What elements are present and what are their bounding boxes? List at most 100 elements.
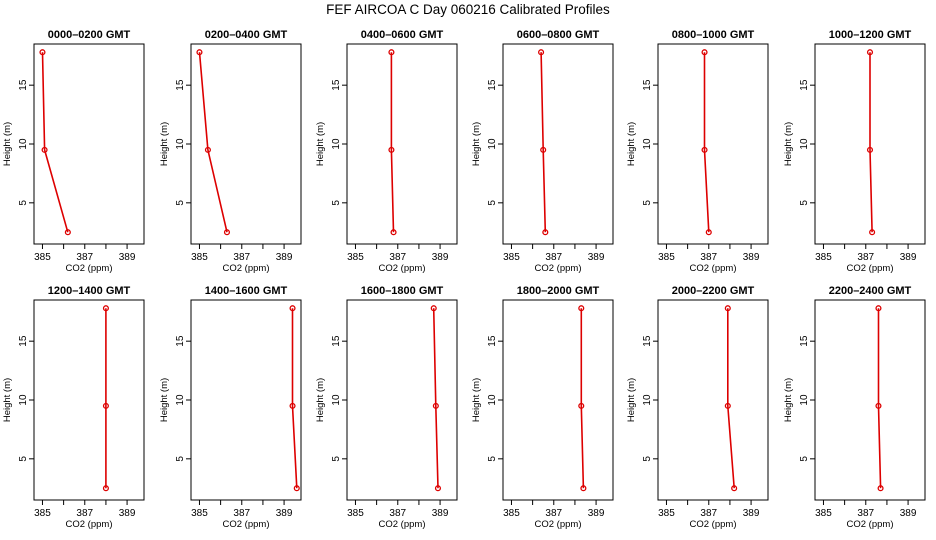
y-tick-label: 10 — [487, 138, 498, 150]
y-tick-label: 10 — [799, 138, 810, 150]
data-point — [877, 485, 884, 492]
data-point — [64, 229, 71, 236]
profile-line — [580, 308, 585, 489]
data-point — [542, 229, 549, 236]
plot-frame — [33, 43, 145, 245]
profile-line — [726, 308, 735, 489]
y-tick-label: 15 — [799, 335, 810, 347]
profile-line — [877, 308, 882, 489]
y-axis-label: Height (m) — [471, 122, 482, 166]
y-tick-label: 5 — [331, 456, 342, 462]
x-axis-label: CO2 (ppm) — [690, 263, 737, 274]
data-point — [875, 305, 882, 312]
x-axis-label: CO2 (ppm) — [535, 263, 582, 274]
y-tick-label: 5 — [799, 200, 810, 206]
y-axis-label: Height (m) — [159, 378, 170, 422]
panel-title: 2000–2200 GMT — [672, 285, 755, 297]
x-tick-label: 389 — [900, 508, 917, 519]
y-tick-label: 5 — [331, 200, 342, 206]
x-tick-label: 387 — [76, 508, 93, 519]
plot-frame — [346, 299, 458, 501]
x-tick-label: 387 — [700, 252, 717, 263]
x-tick-label: 385 — [34, 252, 51, 263]
y-tick-label: 5 — [175, 456, 186, 462]
x-tick-label: 389 — [276, 508, 293, 519]
x-tick-label: 387 — [233, 508, 250, 519]
y-axis-label: Height (m) — [626, 122, 637, 166]
figure-title: FEF AIRCOA C Day 060216 Calibrated Profi… — [326, 2, 610, 17]
y-tick-label: 5 — [642, 456, 653, 462]
x-tick-label: 387 — [700, 508, 717, 519]
data-point — [866, 49, 874, 56]
panel-title: 1800–2000 GMT — [517, 285, 600, 297]
data-point — [41, 146, 48, 153]
chart-panel-11: 2000–2200 GMT 385 387 389 5 10 15 CO2 (ppm) Heig… — [626, 285, 769, 530]
y-axis-label: Height (m) — [471, 378, 482, 422]
x-axis-label: CO2 (ppm) — [690, 519, 737, 530]
data-point — [705, 229, 712, 236]
x-tick-label: 389 — [119, 252, 136, 263]
plot-frame — [657, 299, 769, 501]
chart-panel-10: 1800–2000 GMT 385 387 389 5 10 15 CO2 (ppm) Heig… — [471, 285, 614, 530]
x-axis-label: CO2 (ppm) — [223, 519, 270, 530]
x-tick-label: 385 — [658, 252, 675, 263]
profile-line — [703, 52, 710, 233]
y-tick-label: 5 — [642, 200, 653, 206]
plot-frame — [502, 43, 614, 245]
y-tick-label: 10 — [175, 138, 186, 150]
x-tick-label: 387 — [389, 508, 406, 519]
chart-panel-12: 2200–2400 GMT 385 387 389 5 10 15 CO2 (ppm) Heig… — [783, 285, 926, 530]
chart-panel-3: 0400–0600 GMT 385 387 389 5 10 15 CO2 (ppm) Heig… — [315, 29, 458, 274]
x-axis-label: CO2 (ppm) — [847, 263, 894, 274]
data-point — [223, 229, 231, 236]
x-tick-label: 387 — [857, 508, 874, 519]
data-point — [434, 485, 442, 492]
y-tick-label: 10 — [642, 394, 653, 406]
x-tick-label: 385 — [503, 508, 520, 519]
x-axis-label: CO2 (ppm) — [847, 519, 894, 530]
x-tick-label: 389 — [432, 508, 449, 519]
data-point — [538, 49, 545, 56]
x-tick-label: 385 — [815, 508, 832, 519]
data-point — [102, 485, 109, 492]
chart-panel-7: 1200–1400 GMT 385 387 389 5 10 15 CO2 (ppm) Heig… — [2, 285, 145, 530]
profile-line — [41, 52, 69, 233]
data-point — [701, 49, 708, 56]
x-axis-label: CO2 (ppm) — [535, 519, 582, 530]
x-tick-label: 387 — [545, 508, 562, 519]
x-axis-label: CO2 (ppm) — [223, 263, 270, 274]
x-tick-label: 385 — [503, 252, 520, 263]
panel-title: 0200–0400 GMT — [205, 29, 288, 41]
data-point — [875, 402, 882, 409]
x-tick-label: 387 — [389, 252, 406, 263]
y-tick-label: 5 — [175, 200, 186, 206]
data-point — [388, 146, 395, 153]
y-tick-label: 15 — [331, 79, 342, 91]
y-tick-label: 15 — [642, 335, 653, 347]
data-point — [731, 485, 738, 492]
x-axis-label: CO2 (ppm) — [379, 519, 426, 530]
y-axis-label: Height (m) — [783, 122, 794, 166]
panel-title: 1000–1200 GMT — [829, 29, 912, 41]
plot-frame — [346, 43, 458, 245]
y-tick-label: 15 — [642, 79, 653, 91]
panel-title: 0600–0800 GMT — [517, 29, 600, 41]
x-tick-label: 385 — [347, 508, 364, 519]
x-tick-label: 387 — [545, 252, 562, 263]
data-point — [102, 305, 109, 312]
y-tick-label: 10 — [642, 138, 653, 150]
profile-line — [869, 52, 873, 233]
x-tick-label: 385 — [658, 508, 675, 519]
data-point — [102, 402, 109, 409]
x-axis-label: CO2 (ppm) — [66, 263, 113, 274]
y-tick-label: 15 — [487, 335, 498, 347]
x-axis-label: CO2 (ppm) — [66, 519, 113, 530]
data-point — [390, 229, 397, 236]
x-axis-label: CO2 (ppm) — [379, 263, 426, 274]
data-point — [432, 402, 439, 409]
data-point — [724, 402, 731, 409]
x-tick-label: 385 — [815, 252, 832, 263]
data-point — [196, 49, 203, 56]
y-axis-label: Height (m) — [783, 378, 794, 422]
